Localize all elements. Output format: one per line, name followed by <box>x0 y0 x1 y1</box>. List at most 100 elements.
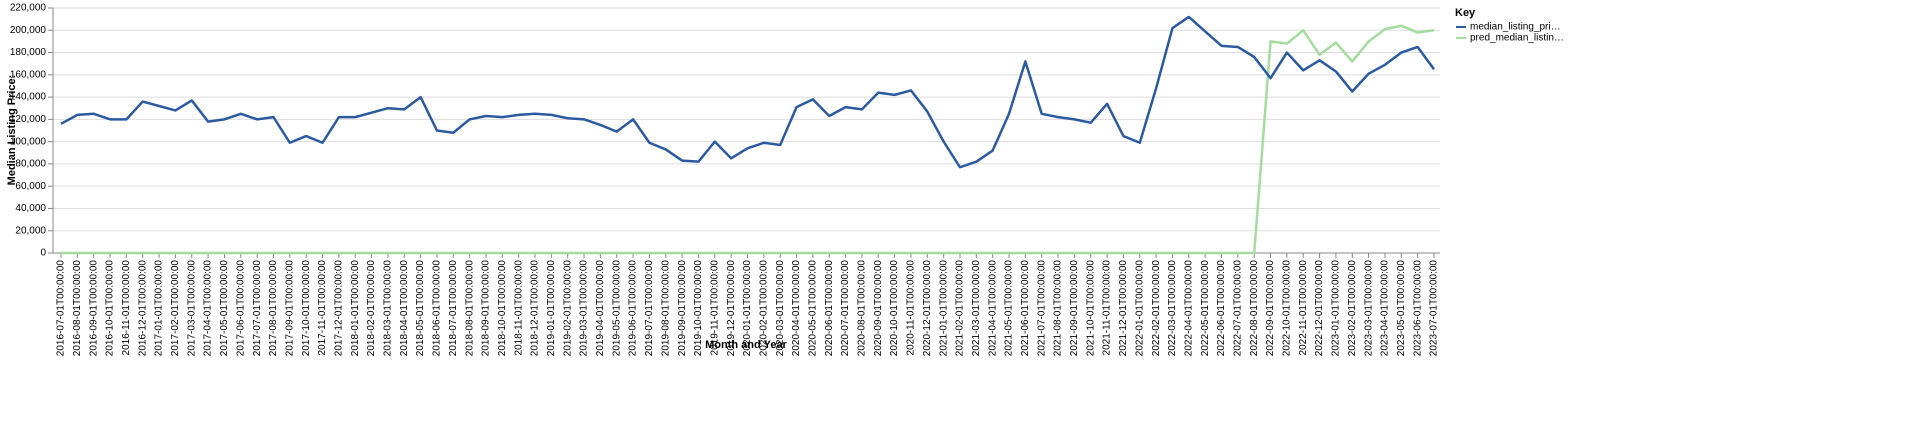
x-tick-label: 2020-01-01T00:00:00 <box>742 260 753 357</box>
x-tick-label: 2022-09-01T00:00:00 <box>1265 260 1276 357</box>
legend-label: median_listing_pri… <box>1470 22 1561 33</box>
x-tick-label: 2018-03-01T00:00:00 <box>383 260 394 357</box>
y-tick-label: 60,000 <box>15 181 46 192</box>
x-tick-label: 2019-08-01T00:00:00 <box>660 260 671 357</box>
x-tick-label: 2017-08-01T00:00:00 <box>268 260 279 357</box>
y-tick-label: 140,000 <box>10 92 47 103</box>
x-tick-label: 2022-08-01T00:00:00 <box>1249 260 1260 357</box>
x-tick-label: 2016-11-01T00:00:00 <box>121 260 132 356</box>
x-tick-label: 2023-01-01T00:00:00 <box>1331 260 1342 357</box>
x-tick-label: 2017-10-01T00:00:00 <box>301 260 312 357</box>
x-tick-label: 2021-10-01T00:00:00 <box>1085 260 1096 357</box>
y-tick-label: 120,000 <box>10 114 47 125</box>
x-tick-label: 2020-07-01T00:00:00 <box>840 260 851 357</box>
x-axis-title: Month and Year <box>705 339 787 351</box>
legend-title: Key <box>1455 7 1476 19</box>
x-tick-label: 2019-05-01T00:00:00 <box>611 260 622 357</box>
x-tick-label: 2018-01-01T00:00:00 <box>350 260 361 357</box>
x-tick-label: 2019-12-01T00:00:00 <box>726 260 737 357</box>
x-tick-label: 2017-02-01T00:00:00 <box>170 260 181 357</box>
x-tick-label: 2021-12-01T00:00:00 <box>1118 260 1129 357</box>
x-tick-label: 2020-03-01T00:00:00 <box>775 260 786 357</box>
x-tick-label: 2019-11-01T00:00:00 <box>709 260 720 356</box>
x-tick-label: 2021-09-01T00:00:00 <box>1069 260 1080 357</box>
series-line <box>60 15 1436 169</box>
x-tick-label: 2019-07-01T00:00:00 <box>644 260 655 357</box>
y-tick-label: 160,000 <box>10 69 47 80</box>
x-tick-label: 2020-02-01T00:00:00 <box>758 260 769 357</box>
x-tick-label: 2019-03-01T00:00:00 <box>579 260 590 357</box>
x-tick-label: 2018-07-01T00:00:00 <box>448 260 459 357</box>
x-tick-label: 2019-02-01T00:00:00 <box>562 260 573 357</box>
x-tick-label: 2016-09-01T00:00:00 <box>88 260 99 357</box>
x-tick-label: 2020-11-01T00:00:00 <box>906 260 917 356</box>
x-tick-label: 2022-10-01T00:00:00 <box>1282 260 1293 357</box>
x-tick-label: 2021-08-01T00:00:00 <box>1053 260 1064 357</box>
x-tick-label: 2021-04-01T00:00:00 <box>987 260 998 357</box>
x-tick-label: 2016-12-01T00:00:00 <box>137 260 148 357</box>
x-tick-label: 2017-05-01T00:00:00 <box>219 260 230 357</box>
x-tick-label: 2019-10-01T00:00:00 <box>693 260 704 357</box>
x-tick-label: 2022-03-01T00:00:00 <box>1167 260 1178 357</box>
x-tick-label: 2020-05-01T00:00:00 <box>808 260 819 357</box>
x-tick-label: 2021-06-01T00:00:00 <box>1020 260 1031 357</box>
x-tick-label: 2017-12-01T00:00:00 <box>334 260 345 357</box>
x-tick-label: 2020-04-01T00:00:00 <box>791 260 802 357</box>
y-axis-title: Median Listing Price: <box>6 75 18 186</box>
x-tick-label: 2019-06-01T00:00:00 <box>628 260 639 357</box>
x-tick-label: 2018-02-01T00:00:00 <box>366 260 377 357</box>
x-tick-label: 2019-01-01T00:00:00 <box>546 260 557 357</box>
y-tick-label: 220,000 <box>10 3 47 14</box>
x-tick-label: 2022-01-01T00:00:00 <box>1134 260 1145 357</box>
x-tick-label: 2021-02-01T00:00:00 <box>955 260 966 357</box>
x-tick-label: 2022-02-01T00:00:00 <box>1151 260 1162 357</box>
x-tick-label: 2017-06-01T00:00:00 <box>235 260 246 357</box>
x-tick-label: 2022-06-01T00:00:00 <box>1216 260 1227 357</box>
x-tick-label: 2018-05-01T00:00:00 <box>415 260 426 357</box>
x-tick-label: 2023-07-01T00:00:00 <box>1429 260 1440 357</box>
x-tick-label: 2020-08-01T00:00:00 <box>857 260 868 357</box>
y-tick-label: 200,000 <box>10 25 47 36</box>
x-tick-label: 2020-06-01T00:00:00 <box>824 260 835 357</box>
y-tick-label: 40,000 <box>15 203 46 214</box>
y-tick-label: 180,000 <box>10 47 47 58</box>
x-tick-label: 2017-03-01T00:00:00 <box>186 260 197 357</box>
x-tick-label: 2018-09-01T00:00:00 <box>481 260 492 357</box>
x-tick-label: 2018-04-01T00:00:00 <box>399 260 410 357</box>
x-tick-label: 2019-09-01T00:00:00 <box>677 260 688 357</box>
x-tick-label: 2023-06-01T00:00:00 <box>1412 260 1423 357</box>
x-tick-label: 2017-04-01T00:00:00 <box>203 260 214 357</box>
x-tick-label: 2017-01-01T00:00:00 <box>154 260 165 357</box>
legend-label: pred_median_listin… <box>1470 33 1564 44</box>
x-tick-label: 2022-05-01T00:00:00 <box>1200 260 1211 357</box>
x-tick-label: 2021-11-01T00:00:00 <box>1102 260 1113 356</box>
series-line <box>61 24 1435 255</box>
x-tick-label: 2017-11-01T00:00:00 <box>317 260 328 356</box>
x-tick-label: 2016-07-01T00:00:00 <box>56 260 67 357</box>
x-tick-label: 2021-01-01T00:00:00 <box>938 260 949 357</box>
x-tick-label: 2022-12-01T00:00:00 <box>1314 260 1325 357</box>
x-tick-label: 2022-11-01T00:00:00 <box>1298 260 1309 356</box>
x-tick-label: 2022-07-01T00:00:00 <box>1232 260 1243 357</box>
x-tick-label: 2016-08-01T00:00:00 <box>72 260 83 357</box>
x-tick-label: 2016-10-01T00:00:00 <box>105 260 116 357</box>
x-tick-label: 2018-08-01T00:00:00 <box>464 260 475 357</box>
x-tick-label: 2023-03-01T00:00:00 <box>1363 260 1374 357</box>
x-tick-label: 2023-02-01T00:00:00 <box>1347 260 1358 357</box>
y-tick-label: 20,000 <box>15 225 46 236</box>
x-tick-label: 2020-10-01T00:00:00 <box>889 260 900 357</box>
y-tick-label: 0 <box>40 248 46 259</box>
x-tick-label: 2023-05-01T00:00:00 <box>1396 260 1407 357</box>
y-tick-label: 100,000 <box>10 136 47 147</box>
x-tick-label: 2023-04-01T00:00:00 <box>1380 260 1391 357</box>
x-tick-label: 2018-10-01T00:00:00 <box>497 260 508 357</box>
x-tick-label: 2017-07-01T00:00:00 <box>252 260 263 357</box>
x-tick-label: 2019-04-01T00:00:00 <box>595 260 606 357</box>
x-tick-label: 2018-11-01T00:00:00 <box>513 260 524 356</box>
x-tick-label: 2020-09-01T00:00:00 <box>873 260 884 357</box>
x-tick-label: 2021-07-01T00:00:00 <box>1036 260 1047 357</box>
x-tick-label: 2018-06-01T00:00:00 <box>432 260 443 357</box>
x-tick-label: 2017-09-01T00:00:00 <box>284 260 295 357</box>
x-tick-label: 2020-12-01T00:00:00 <box>922 260 933 357</box>
y-tick-label: 80,000 <box>15 159 46 170</box>
